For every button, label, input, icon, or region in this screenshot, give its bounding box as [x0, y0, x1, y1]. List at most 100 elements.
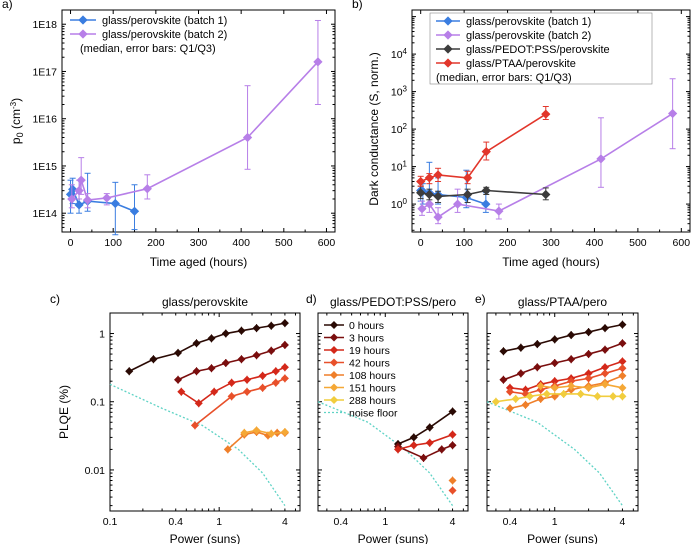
- legend-note: (median, error bars: Q1/Q3): [436, 72, 572, 84]
- data-point: [267, 321, 276, 330]
- data-point: [536, 394, 545, 403]
- y-tick-label: 1E15: [32, 161, 57, 173]
- data-point: [76, 175, 86, 185]
- data-point: [462, 173, 473, 183]
- series-3: [190, 374, 289, 430]
- data-point: [452, 199, 463, 209]
- data-point: [252, 324, 261, 333]
- panel-label: b): [352, 0, 363, 11]
- x-tick-label: 4: [450, 516, 456, 528]
- data-point: [550, 383, 559, 392]
- data-point: [227, 392, 236, 401]
- data-point: [207, 364, 216, 373]
- series-line: [71, 61, 319, 201]
- data-point: [419, 453, 428, 462]
- legend-marker: [443, 44, 453, 54]
- data-point: [618, 383, 627, 392]
- data-point: [481, 185, 491, 196]
- data-point: [424, 173, 434, 183]
- x-tick-label: 0: [68, 237, 74, 249]
- data-point: [425, 438, 434, 447]
- data-point: [221, 329, 230, 338]
- y-tick-label: 103: [391, 85, 408, 99]
- data-point: [409, 441, 418, 450]
- legend-box: [429, 12, 653, 85]
- legend-label: 42 hours: [349, 358, 390, 370]
- x-axis-label: Power (suns): [527, 532, 598, 544]
- data-point: [567, 331, 576, 340]
- x-tick-label: 0: [418, 237, 424, 249]
- panel-label: a): [2, 0, 13, 11]
- series-line: [397, 444, 453, 459]
- x-axis-label: Power (suns): [170, 532, 241, 544]
- legend-marker: [78, 29, 88, 39]
- data-point: [505, 387, 514, 396]
- x-tick-label: 0.1: [103, 516, 118, 528]
- data-point: [243, 375, 252, 384]
- y-tick-label: 0.1: [90, 397, 105, 409]
- y-tick-label: 1E17: [32, 66, 57, 78]
- series-6: [491, 389, 627, 406]
- noise-floor-line: [109, 383, 286, 506]
- data-point: [448, 476, 457, 485]
- y-tick-label: 104: [391, 47, 408, 61]
- data-point: [252, 426, 261, 435]
- legend-marker: [329, 395, 339, 405]
- panel-title: glass/PTAA/pero: [518, 295, 607, 309]
- data-point: [448, 407, 457, 416]
- data-point: [242, 132, 253, 143]
- y-tick-label: 1: [99, 329, 105, 341]
- series-0: [125, 319, 289, 376]
- data-point: [142, 184, 152, 194]
- x-tick-label: 100: [455, 237, 473, 249]
- legend-note: (median, error bars: Q1/Q3): [80, 43, 216, 55]
- data-point: [174, 375, 183, 384]
- data-point: [668, 108, 678, 119]
- data-point: [567, 381, 576, 391]
- data-point: [536, 381, 545, 391]
- data-point: [533, 340, 542, 349]
- series-0: [393, 407, 457, 449]
- data-point: [223, 445, 232, 454]
- legend-label: 0 hours: [349, 320, 384, 332]
- y-axis-label: PLQE (%): [57, 385, 71, 439]
- panel-label: e): [475, 292, 486, 306]
- data-point: [600, 369, 610, 378]
- data-point: [313, 57, 323, 67]
- data-point: [533, 363, 542, 372]
- x-tick-label: 300: [190, 237, 208, 249]
- data-point: [541, 189, 551, 200]
- data-point: [210, 387, 219, 396]
- series-line: [194, 377, 286, 427]
- data-point: [82, 195, 93, 205]
- data-point: [511, 394, 520, 403]
- data-point: [416, 188, 426, 198]
- series-0: [65, 172, 140, 236]
- y-tick-label: 101: [391, 160, 408, 174]
- legend-marker: [329, 358, 339, 367]
- data-point: [448, 441, 457, 450]
- x-tick-label: 400: [232, 237, 250, 249]
- data-point: [437, 445, 446, 454]
- x-tick-label: 500: [629, 237, 647, 249]
- legend-marker: [329, 320, 339, 330]
- data-point: [559, 389, 568, 398]
- data-point: [177, 387, 186, 396]
- legend-label: 19 hours: [349, 345, 390, 357]
- series-1: [393, 441, 457, 462]
- y-axis-label: Dark conductance (S, norm.): [367, 52, 381, 205]
- x-tick-label: 600: [318, 237, 336, 249]
- series-4: [448, 476, 457, 485]
- y-tick-label: 1E16: [32, 114, 57, 126]
- data-point: [618, 392, 627, 401]
- y-tick-label: 102: [391, 122, 408, 136]
- data-point: [618, 320, 627, 329]
- data-point: [243, 387, 252, 396]
- x-tick-label: 0.4: [334, 516, 349, 528]
- legend-marker: [329, 345, 339, 355]
- legend-label: glass/perovskite (batch 2): [102, 29, 227, 41]
- data-point: [425, 423, 434, 432]
- panel-title: glass/PEDOT:PSS/pero: [330, 295, 456, 309]
- data-point: [110, 198, 120, 209]
